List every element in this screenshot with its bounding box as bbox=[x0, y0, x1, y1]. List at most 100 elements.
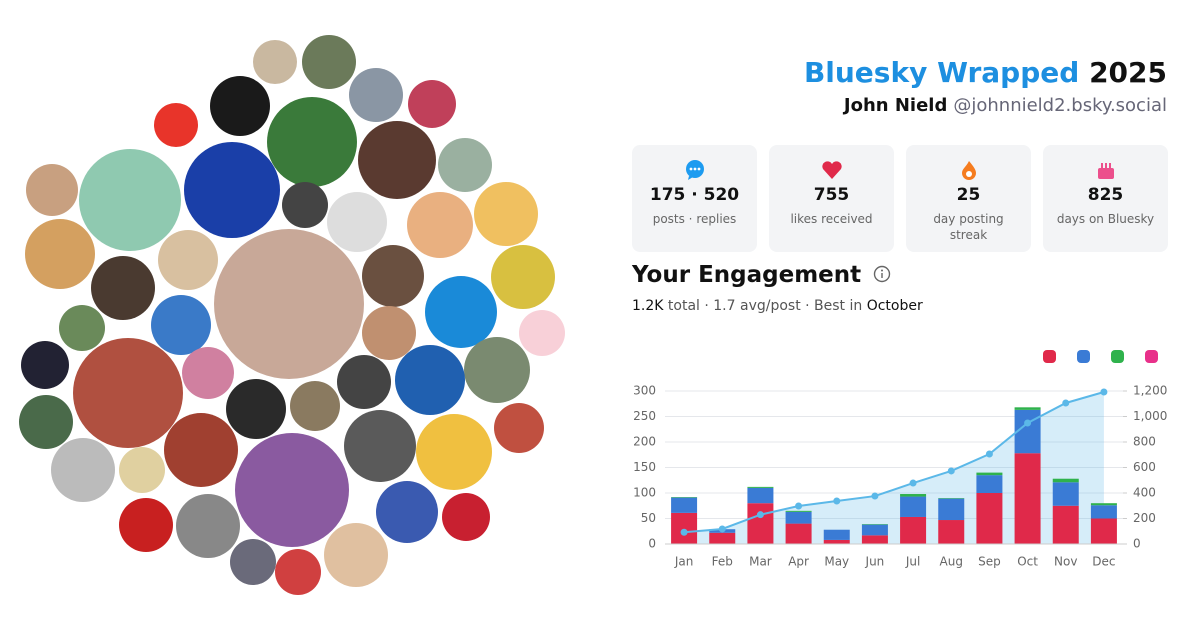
y2-tick-label: 1,200 bbox=[1133, 384, 1167, 398]
x-tick-label: May bbox=[824, 555, 849, 569]
stat-value: 175 · 520 bbox=[649, 185, 740, 205]
avatar bbox=[442, 493, 490, 541]
line-point bbox=[909, 479, 917, 487]
avatar bbox=[226, 379, 286, 439]
stat-icon bbox=[685, 160, 704, 180]
stat-icon bbox=[961, 161, 976, 180]
summary-total: 1.2K bbox=[632, 298, 664, 314]
stat-card: 175 · 520 posts · replies bbox=[632, 145, 757, 252]
bar-segment bbox=[1052, 478, 1079, 483]
summary: 1.2K total · 1.7 avg/post · Best in Octo… bbox=[632, 298, 923, 314]
stat-label: day posting streak bbox=[933, 212, 1004, 242]
info-icon[interactable] bbox=[873, 265, 891, 283]
avatar bbox=[290, 381, 340, 431]
y-tick-label: 300 bbox=[633, 384, 656, 398]
stat-label: posts · replies bbox=[652, 212, 737, 226]
title: Bluesky Wrapped 2025 bbox=[804, 56, 1167, 89]
avatar bbox=[474, 182, 538, 246]
bar-segment bbox=[976, 475, 1003, 493]
avatar bbox=[184, 142, 280, 238]
avatar bbox=[91, 256, 155, 320]
bar-segment bbox=[823, 539, 850, 544]
y2-tick-label: 600 bbox=[1133, 460, 1156, 474]
bar-segment bbox=[1090, 518, 1117, 544]
avatar bbox=[349, 68, 403, 122]
avatar bbox=[362, 245, 424, 307]
user: John Nield @johnnield2.bsky.social bbox=[844, 95, 1167, 116]
bar-segment bbox=[1052, 505, 1079, 544]
avatar bbox=[230, 539, 276, 585]
bar-segment bbox=[1052, 482, 1079, 506]
bar-segment bbox=[671, 497, 698, 498]
avatar bbox=[408, 80, 456, 128]
x-tick-label: Apr bbox=[788, 555, 809, 569]
avatar bbox=[119, 447, 165, 493]
stat-label: likes received bbox=[790, 212, 873, 226]
avatar bbox=[151, 295, 211, 355]
avatar bbox=[25, 219, 95, 289]
bar-segment bbox=[900, 496, 927, 517]
x-tick-label: Jan bbox=[674, 555, 694, 569]
stat-label: days on Bluesky bbox=[1056, 212, 1155, 226]
bar-segment bbox=[938, 520, 965, 544]
stat-value: 755 bbox=[813, 185, 850, 205]
y-tick-label: 100 bbox=[633, 486, 656, 500]
bar-segment bbox=[785, 511, 812, 524]
avatar bbox=[337, 355, 391, 409]
avatar bbox=[324, 523, 388, 587]
avatar bbox=[407, 192, 473, 258]
x-tick-label: Nov bbox=[1054, 555, 1077, 569]
avatar bbox=[494, 403, 544, 453]
avatar bbox=[376, 481, 438, 543]
avatar bbox=[253, 40, 297, 84]
y2-tick-label: 200 bbox=[1133, 511, 1156, 525]
avatar bbox=[235, 433, 349, 547]
avatar bbox=[416, 414, 492, 490]
avatar bbox=[21, 341, 69, 389]
y2-tick-label: 1,000 bbox=[1133, 409, 1167, 423]
line-point bbox=[1062, 399, 1070, 407]
stat-card: 755 likes received bbox=[769, 145, 894, 252]
stat-icon bbox=[1097, 163, 1114, 179]
bar-segment bbox=[861, 524, 888, 536]
bar-segment bbox=[861, 524, 888, 525]
title-year: 2025 bbox=[1089, 56, 1167, 89]
x-tick-label: Aug bbox=[940, 555, 963, 569]
bar-segment bbox=[938, 498, 965, 499]
avatar bbox=[395, 345, 465, 415]
avatar bbox=[327, 192, 387, 252]
bar-segment bbox=[861, 535, 888, 544]
stat-value: 825 bbox=[1087, 185, 1124, 205]
bar-segment bbox=[747, 486, 774, 488]
avatar bbox=[73, 338, 183, 448]
avatar bbox=[362, 306, 416, 360]
bar-segment bbox=[1014, 407, 1041, 410]
bar-segment bbox=[823, 529, 850, 540]
avatar bbox=[438, 138, 492, 192]
y-tick-label: 250 bbox=[633, 409, 656, 423]
avatar bbox=[282, 182, 328, 228]
avatar bbox=[267, 97, 357, 187]
bar-segment bbox=[900, 516, 927, 544]
stat-card: 825 days on Bluesky bbox=[1043, 145, 1168, 252]
avatar bbox=[275, 549, 321, 595]
avatar bbox=[214, 229, 364, 379]
user-handle: @johnnield2.bsky.social bbox=[953, 95, 1167, 116]
title-brand: Bluesky Wrapped bbox=[803, 56, 1080, 89]
avatar bbox=[59, 305, 105, 351]
bar-segment bbox=[1014, 409, 1041, 454]
bar-segment bbox=[709, 532, 736, 544]
legend-icon bbox=[1043, 350, 1056, 363]
stat-value: 25 bbox=[956, 185, 981, 205]
y2-tick-label: 0 bbox=[1133, 537, 1141, 551]
x-tick-label: Sep bbox=[978, 555, 1001, 569]
avatar bbox=[19, 395, 73, 449]
x-tick-label: Mar bbox=[749, 555, 772, 569]
avatar bbox=[210, 76, 270, 136]
summary-text: total · 1.7 avg/post · Best in bbox=[667, 298, 863, 314]
avatar bbox=[182, 347, 234, 399]
line-point bbox=[985, 450, 993, 458]
legend-icon bbox=[1077, 350, 1090, 363]
x-tick-label: Oct bbox=[1017, 555, 1038, 569]
avatar bbox=[164, 413, 238, 487]
